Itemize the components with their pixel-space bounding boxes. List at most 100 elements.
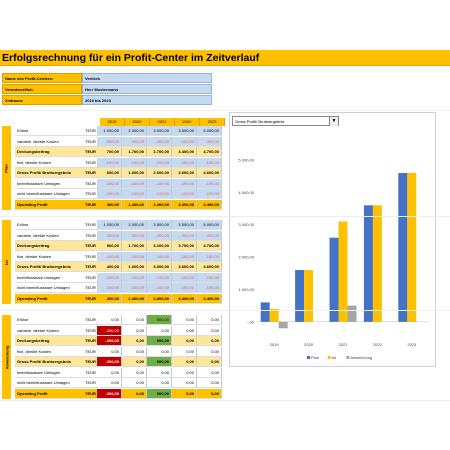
value-cell[interactable]: -200,00 xyxy=(97,325,122,336)
value-cell[interactable]: -200,00 xyxy=(97,357,122,367)
value-cell[interactable]: 0,00 xyxy=(172,315,197,325)
kpi-dropdown[interactable]: Gross Profit/ Bruttoergebnis ▼ xyxy=(232,116,339,126)
value-cell[interactable]: -200,00 xyxy=(97,388,122,399)
value-cell[interactable]: 3.600,00 xyxy=(172,262,197,272)
value-cell[interactable]: 2.400,00 xyxy=(147,199,172,210)
value-cell[interactable]: -100,00 xyxy=(197,157,222,168)
value-cell[interactable]: -100,00 xyxy=(97,189,122,199)
value-cell[interactable]: 0,00 xyxy=(147,378,172,388)
chevron-down-icon[interactable]: ▼ xyxy=(329,117,338,126)
value-cell[interactable]: -300,00 xyxy=(122,136,147,147)
value-cell[interactable]: -300,00 xyxy=(197,136,222,147)
value-cell[interactable]: -100,00 xyxy=(197,178,222,189)
value-cell[interactable]: -100,00 xyxy=(197,251,222,262)
value-cell[interactable]: -100,00 xyxy=(172,251,197,262)
value-cell[interactable]: -100,00 xyxy=(147,272,172,283)
value-cell[interactable]: 500,00 xyxy=(147,315,172,325)
value-cell[interactable]: 0,00 xyxy=(197,357,222,367)
value-cell[interactable]: 0,00 xyxy=(147,325,172,336)
value-cell[interactable]: 2.000,00 xyxy=(122,126,147,136)
value-cell[interactable]: 3.500,00 xyxy=(172,220,197,230)
value-cell[interactable]: -100,00 xyxy=(147,283,172,293)
value-cell[interactable]: -100,00 xyxy=(147,178,172,189)
value-cell[interactable]: 1.700,00 xyxy=(122,241,147,251)
value-cell[interactable]: 0,00 xyxy=(97,346,122,357)
value-cell[interactable]: 2.600,00 xyxy=(147,168,172,178)
value-cell[interactable]: 0,00 xyxy=(122,357,147,367)
value-cell[interactable]: 5.000,00 xyxy=(197,220,222,230)
value-cell[interactable]: 400,00 xyxy=(97,199,122,210)
value-cell[interactable]: -100,00 xyxy=(172,272,197,283)
value-cell[interactable]: 1.600,00 xyxy=(122,262,147,272)
value-cell[interactable]: -100,00 xyxy=(122,178,147,189)
value-cell[interactable]: -100,00 xyxy=(122,251,147,262)
value-cell[interactable]: 3.400,00 xyxy=(172,293,197,304)
value-cell[interactable]: -100,00 xyxy=(172,189,197,199)
value-cell[interactable]: 0,00 xyxy=(172,388,197,399)
value-cell[interactable]: 500,00 xyxy=(147,357,172,367)
value-cell[interactable]: -100,00 xyxy=(197,189,222,199)
value-cell[interactable]: -300,00 xyxy=(97,230,122,241)
value-cell[interactable]: 0,00 xyxy=(122,336,147,346)
value-cell[interactable]: -400,00 xyxy=(147,230,172,241)
value-cell[interactable]: 4.600,00 xyxy=(197,168,222,178)
value-cell[interactable]: 1.400,00 xyxy=(122,199,147,210)
value-cell[interactable]: 3.000,00 xyxy=(147,126,172,136)
value-cell[interactable]: -100,00 xyxy=(172,157,197,168)
value-cell[interactable]: -400,00 xyxy=(147,136,172,147)
value-cell[interactable]: -100,00 xyxy=(147,189,172,199)
value-cell[interactable]: 400,00 xyxy=(97,262,122,272)
value-cell[interactable]: -300,00 xyxy=(197,230,222,241)
value-cell[interactable]: -100,00 xyxy=(97,178,122,189)
value-cell[interactable]: 0,00 xyxy=(197,367,222,378)
value-cell[interactable]: 3.500,00 xyxy=(147,220,172,230)
value-cell[interactable]: 0,00 xyxy=(197,315,222,325)
value-cell[interactable]: 5.000,00 xyxy=(197,126,222,136)
value-cell[interactable]: 1.700,00 xyxy=(122,147,147,157)
info-value-name[interactable]: Vertrieb xyxy=(82,73,212,83)
value-cell[interactable]: -100,00 xyxy=(122,189,147,199)
value-cell[interactable]: 600,00 xyxy=(97,168,122,178)
value-cell[interactable]: 0,00 xyxy=(97,378,122,388)
value-cell[interactable]: 3.000,00 xyxy=(147,262,172,272)
value-cell[interactable]: -100,00 xyxy=(122,157,147,168)
value-cell[interactable]: 2.800,00 xyxy=(147,293,172,304)
value-cell[interactable]: 1.600,00 xyxy=(122,168,147,178)
value-cell[interactable]: 0,00 xyxy=(97,315,122,325)
value-cell[interactable]: 1.000,00 xyxy=(97,126,122,136)
value-cell[interactable]: 4.400,00 xyxy=(197,199,222,210)
info-value-period[interactable]: 2019 bis 2023 xyxy=(82,95,212,105)
value-cell[interactable]: 3.400,00 xyxy=(172,147,197,157)
value-cell[interactable]: -100,00 xyxy=(172,283,197,293)
value-cell[interactable]: -100,00 xyxy=(97,283,122,293)
value-cell[interactable]: 0,00 xyxy=(197,336,222,346)
value-cell[interactable]: 0,00 xyxy=(172,367,197,378)
value-cell[interactable]: 0,00 xyxy=(122,346,147,357)
value-cell[interactable]: -300,00 xyxy=(172,230,197,241)
value-cell[interactable]: 0,00 xyxy=(197,378,222,388)
value-cell[interactable]: 500,00 xyxy=(97,241,122,251)
value-cell[interactable]: -100,00 xyxy=(197,283,222,293)
value-cell[interactable]: 3.100,00 xyxy=(147,241,172,251)
value-cell[interactable]: 2.700,00 xyxy=(147,147,172,157)
value-cell[interactable]: -100,00 xyxy=(97,251,122,262)
value-cell[interactable]: 0,00 xyxy=(122,315,147,325)
value-cell[interactable]: -100,00 xyxy=(197,272,222,283)
value-cell[interactable]: -100,00 xyxy=(122,283,147,293)
value-cell[interactable]: 0,00 xyxy=(122,325,147,336)
value-cell[interactable]: 1.000,00 xyxy=(97,220,122,230)
value-cell[interactable]: 4.400,00 xyxy=(197,293,222,304)
value-cell[interactable]: 4.600,00 xyxy=(197,262,222,272)
value-cell[interactable]: 0,00 xyxy=(147,346,172,357)
value-cell[interactable]: 700,00 xyxy=(97,147,122,157)
value-cell[interactable]: 3.700,00 xyxy=(172,241,197,251)
info-value-responsible[interactable]: Herr Mustermann xyxy=(82,84,212,94)
value-cell[interactable]: 0,00 xyxy=(197,325,222,336)
value-cell[interactable]: 200,00 xyxy=(97,293,122,304)
value-cell[interactable]: 2.000,00 xyxy=(122,220,147,230)
value-cell[interactable]: 0,00 xyxy=(172,336,197,346)
value-cell[interactable]: -100,00 xyxy=(172,136,197,147)
value-cell[interactable]: -100,00 xyxy=(97,272,122,283)
value-cell[interactable]: -200,00 xyxy=(97,336,122,346)
value-cell[interactable]: 0,00 xyxy=(197,346,222,357)
